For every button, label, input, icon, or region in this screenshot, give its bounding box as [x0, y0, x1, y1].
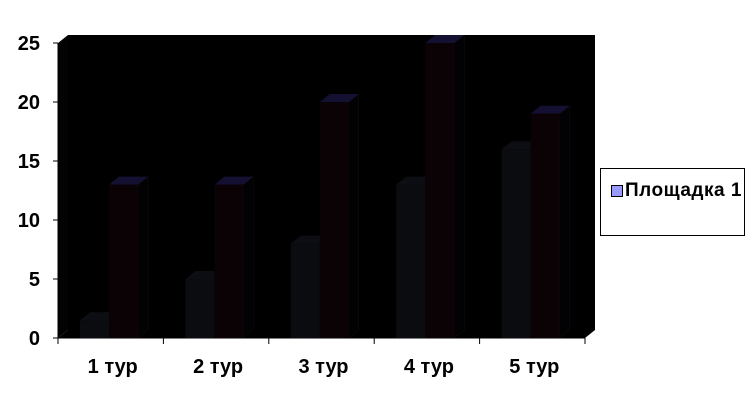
- bar: [396, 184, 426, 338]
- bar-top: [109, 176, 148, 185]
- y-tick-label: 10: [18, 210, 40, 232]
- bar: [501, 149, 531, 338]
- y-tick-label: 20: [18, 92, 40, 114]
- x-tick-label: 2 тур: [193, 356, 243, 378]
- bar-side: [559, 105, 570, 339]
- bar: [80, 320, 109, 338]
- bar-side: [137, 176, 149, 339]
- legend: Площадка 1: [600, 168, 745, 236]
- bar-side: [348, 93, 360, 339]
- bar-top: [214, 176, 254, 185]
- bar-side: [243, 176, 254, 339]
- x-tick-label: 4 тур: [404, 356, 454, 378]
- bar: [109, 184, 138, 338]
- y-tick-label: 15: [18, 151, 40, 173]
- bar: [425, 43, 455, 338]
- y-tick-label: 0: [29, 328, 40, 350]
- y-tick-label: 25: [18, 33, 40, 55]
- x-tick-label: 5 тур: [509, 356, 559, 378]
- bar: [290, 243, 320, 338]
- x-tick-label: 3 тур: [298, 356, 348, 378]
- bar-top: [425, 35, 465, 43]
- bar: [319, 102, 349, 338]
- side-wall: [58, 35, 68, 338]
- bar-top: [319, 94, 359, 102]
- bar: [214, 184, 244, 338]
- bar-side: [453, 34, 465, 339]
- y-tick-label: 5: [29, 269, 40, 291]
- x-tick-label: 1 тур: [88, 356, 138, 378]
- bar: [185, 279, 215, 338]
- bar-top: [530, 105, 570, 114]
- legend-label: Площадка 1: [625, 180, 742, 201]
- bar: [530, 113, 560, 338]
- legend-swatch: [611, 185, 623, 197]
